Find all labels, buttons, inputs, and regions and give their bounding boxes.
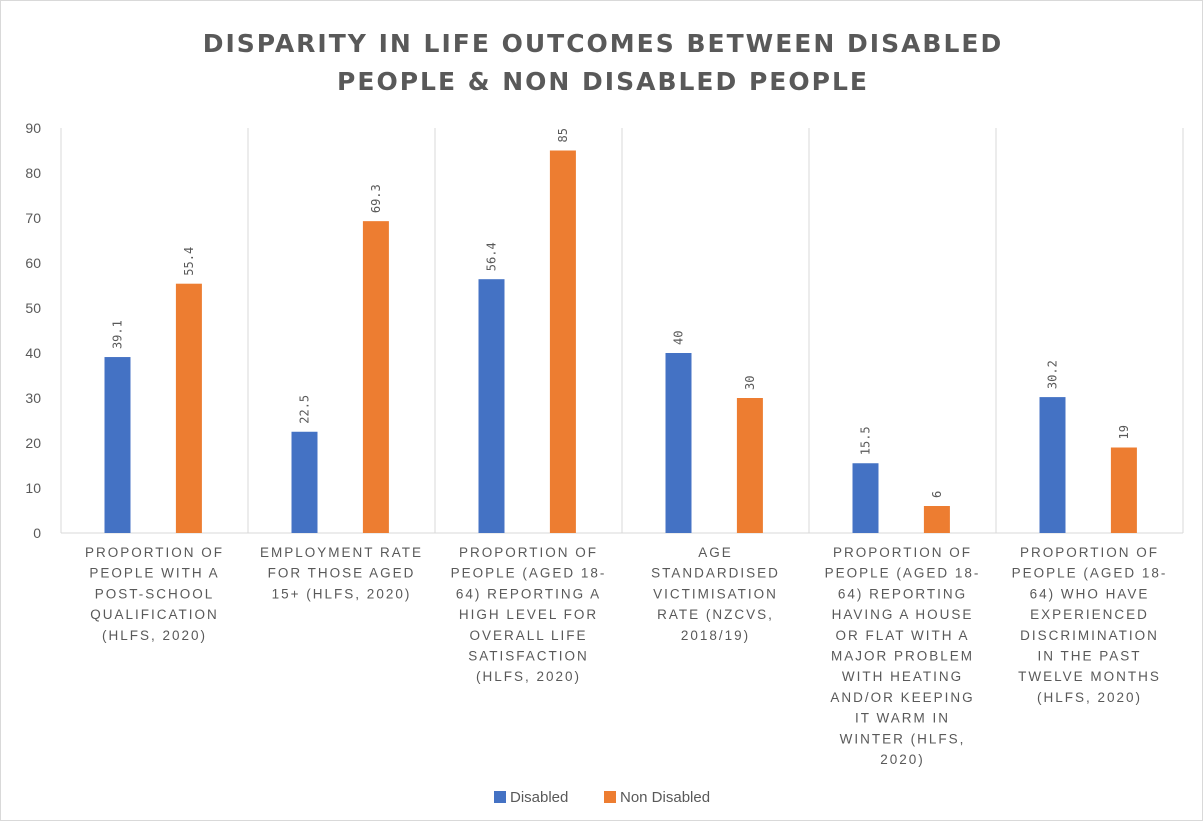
x-category-label: SATISFACTION	[468, 649, 589, 664]
bar	[665, 353, 692, 533]
bar	[923, 506, 950, 533]
x-axis: PROPORTION OF PEOPLE WITH A POST-SCHOOL QUA…	[85, 545, 1168, 767]
x-category-label: OVERALL LIFE	[469, 628, 587, 643]
data-label: 39.1	[111, 320, 125, 349]
bar	[852, 463, 879, 533]
y-tick-label: 30	[25, 390, 41, 406]
data-label: 56.4	[485, 242, 499, 271]
bar	[1039, 397, 1066, 533]
data-label: 85	[556, 128, 570, 142]
x-category-label: (HLFS, 2020)	[476, 669, 581, 684]
x-category-label: (HLFS, 2020)	[1037, 690, 1142, 705]
bar	[478, 279, 505, 533]
x-category-label: 64) REPORTING A	[456, 586, 601, 601]
legend-swatch	[604, 791, 616, 803]
data-label: 19	[1117, 425, 1131, 439]
y-tick-label: 10	[25, 480, 41, 496]
data-label: 69.3	[369, 184, 383, 213]
x-category-label: STANDARDISED	[651, 566, 780, 581]
x-category-label: WITH HEATING	[842, 669, 963, 684]
data-label: 40	[672, 331, 686, 345]
legend-label: Non Disabled	[620, 789, 710, 806]
x-category-label: HAVING A HOUSE	[832, 607, 974, 622]
bar	[104, 357, 131, 533]
y-tick-label: 20	[25, 435, 41, 451]
y-tick-label: 90	[25, 120, 41, 136]
x-category-label: PROPORTION OF	[85, 545, 224, 560]
data-label: 55.4	[182, 247, 196, 276]
category-gridlines	[60, 128, 1184, 534]
y-axis: 0 10 20 30 40 50 60 70 80 90	[25, 120, 41, 541]
chart-title-line: DISPARITY IN LIFE OUTCOMES BETWEEN DISAB…	[203, 29, 1004, 58]
x-category-label: 15+ (HLFS, 2020)	[272, 586, 412, 601]
x-category-label: HIGH LEVEL FOR	[459, 607, 598, 622]
x-category-label: 2018/19)	[681, 628, 750, 643]
x-category-label: PEOPLE (AGED 18-	[1012, 566, 1168, 581]
y-tick-label: 40	[25, 345, 41, 361]
x-category-label: PEOPLE (AGED 18-	[451, 566, 607, 581]
x-category-label: 64) REPORTING	[838, 586, 967, 601]
chart-title-line: PEOPLE & NON DISABLED PEOPLE	[337, 67, 869, 96]
x-category-label: PROPORTION OF	[1020, 545, 1159, 560]
data-label: 22.5	[298, 395, 312, 424]
x-category-label: IT WARM IN	[855, 711, 950, 726]
x-category-label: 64) WHO HAVE	[1030, 586, 1150, 601]
bar	[736, 398, 763, 533]
data-label: 6	[930, 491, 944, 498]
x-category-label: TWELVE MONTHS	[1018, 669, 1161, 684]
x-category-label: 2020)	[880, 752, 925, 767]
legend-label: Disabled	[510, 789, 568, 806]
x-category-label: MAJOR PROBLEM	[831, 649, 974, 664]
y-tick-label: 80	[25, 165, 41, 181]
data-label: 30.2	[1046, 360, 1060, 389]
bars	[104, 150, 1137, 533]
x-category-label: AGE	[698, 545, 733, 560]
legend-swatch	[494, 791, 506, 803]
x-category-label: EXPERIENCED	[1030, 607, 1149, 622]
y-tick-label: 70	[25, 210, 41, 226]
chart-title: DISPARITY IN LIFE OUTCOMES BETWEEN DISAB…	[203, 29, 1004, 96]
y-tick-label: 50	[25, 300, 41, 316]
x-category-label: WINTER (HLFS,	[840, 731, 966, 746]
y-tick-label: 0	[33, 525, 41, 541]
legend: Disabled Non Disabled	[494, 789, 710, 806]
data-label: 30	[743, 376, 757, 390]
x-category-label: PROPORTION OF	[459, 545, 598, 560]
data-labels: 39.1 22.5 56.4 40 15.5 30.2 55.4 69.3 85 30 6 19	[111, 128, 1131, 498]
bar	[1110, 447, 1137, 533]
bar	[175, 283, 202, 533]
x-category-label: FOR THOSE AGED	[268, 566, 416, 581]
bar	[291, 431, 318, 533]
bar	[549, 150, 576, 533]
x-category-label: EMPLOYMENT RATE	[260, 545, 423, 560]
x-category-label: OR FLAT WITH A	[835, 628, 969, 643]
y-tick-label: 60	[25, 255, 41, 271]
x-category-label: PROPORTION OF	[833, 545, 972, 560]
x-category-label: DISCRIMINATION	[1020, 628, 1159, 643]
x-category-label: PEOPLE (AGED 18-	[825, 566, 981, 581]
x-category-label: IN THE PAST	[1037, 649, 1141, 664]
x-category-label: VICTIMISATION	[653, 586, 778, 601]
x-category-label: (HLFS, 2020)	[102, 628, 207, 643]
bar	[362, 221, 389, 533]
x-category-label: RATE (NZCVS,	[657, 607, 774, 622]
x-category-label: AND/OR KEEPING	[830, 690, 974, 705]
data-label: 15.5	[859, 426, 873, 455]
x-category-label: QUALIFICATION	[90, 607, 219, 622]
x-category-label: PEOPLE WITH A	[89, 566, 219, 581]
x-category-label: POST-SCHOOL	[95, 586, 215, 601]
